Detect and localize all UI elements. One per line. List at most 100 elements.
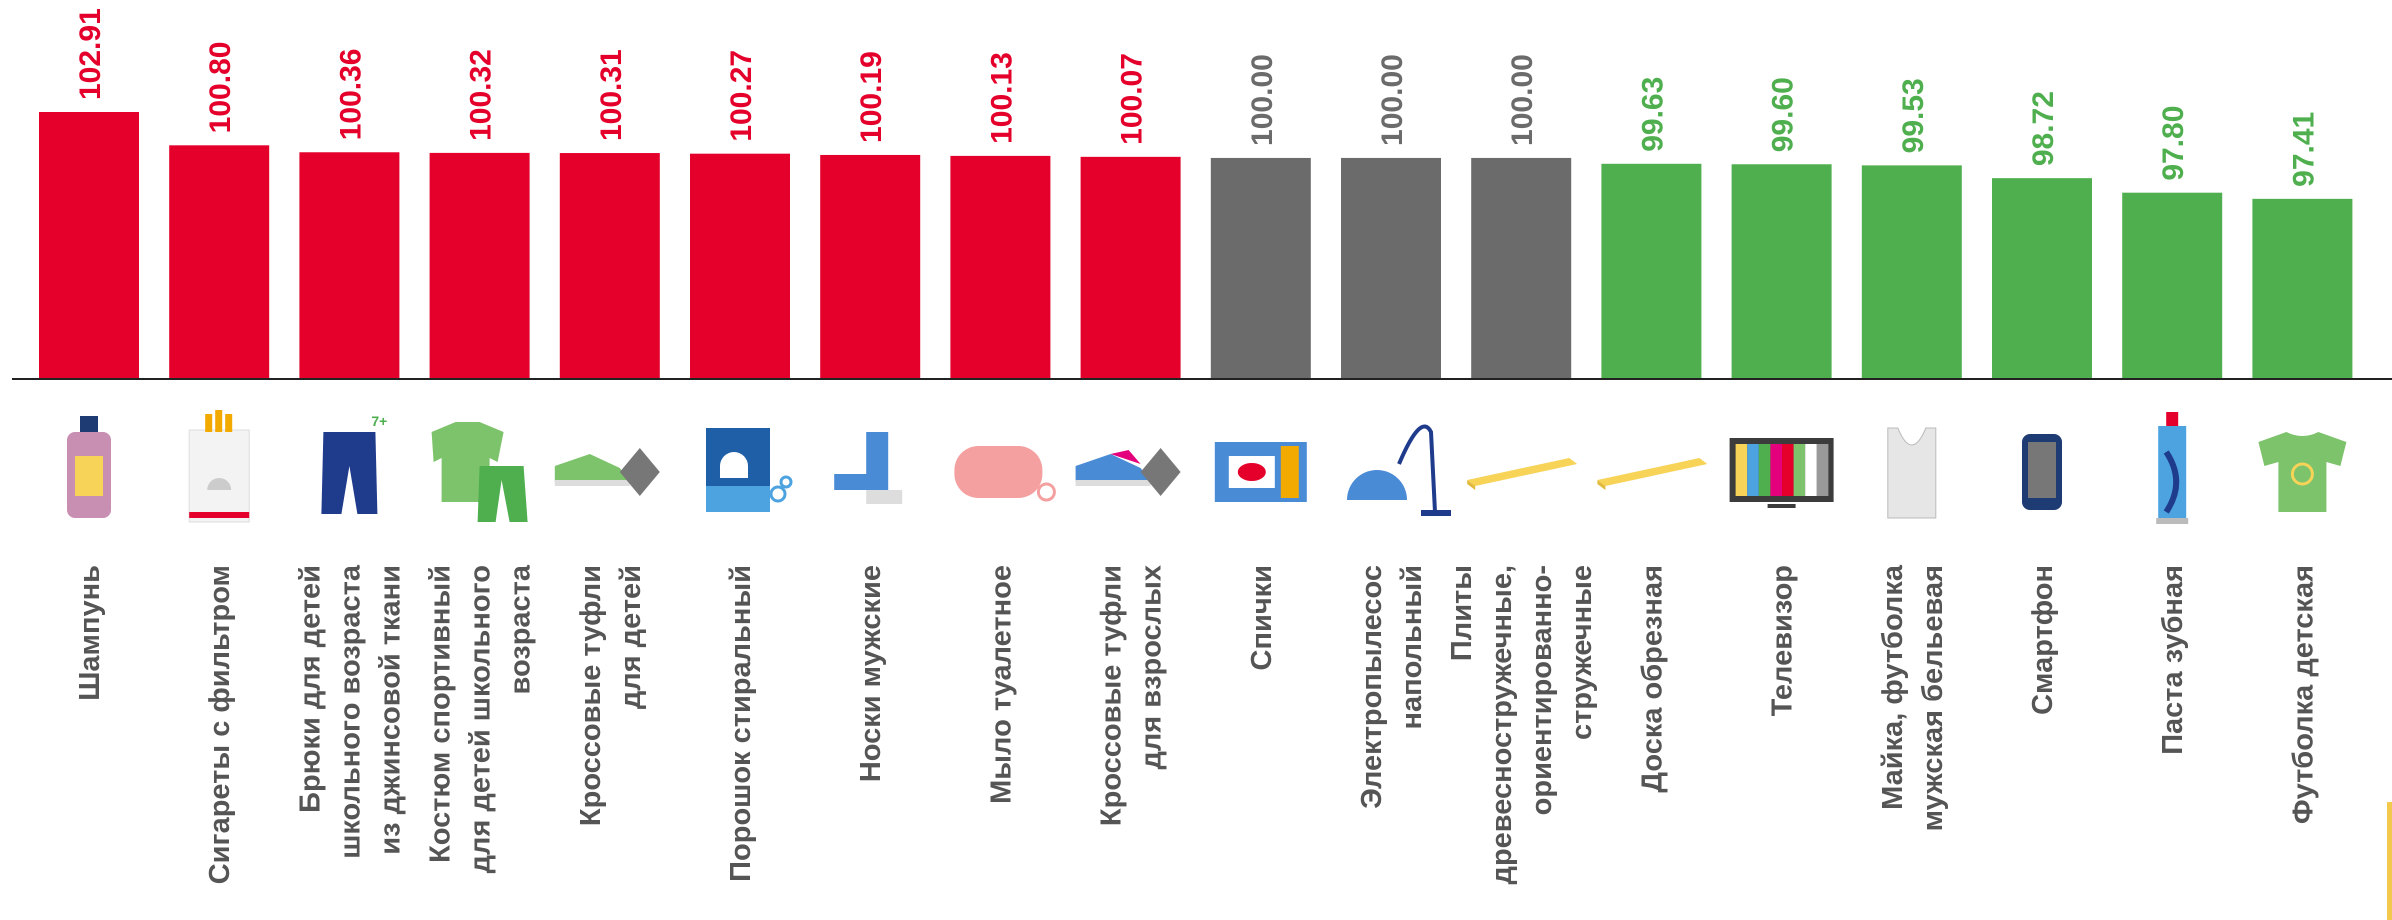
bar-3	[299, 152, 400, 379]
tracksuit-icon	[431, 422, 528, 522]
toothpaste-icon	[2156, 412, 2189, 524]
bar-10	[1210, 157, 1311, 379]
plank-icon	[1597, 458, 1708, 490]
category-label-line: Смартфон	[2027, 565, 2059, 715]
bar-7	[820, 154, 921, 379]
category-label-4: Костюм спортивный для детей школьного возр…	[425, 564, 537, 873]
category-label-18: Футболка детская	[2287, 565, 2319, 824]
category-label-line: Футболка детская	[2287, 565, 2319, 824]
value-label-17: 97.80	[2157, 106, 2190, 181]
category-label-10: Спички	[1246, 565, 1278, 670]
value-label-15: 99.53	[1897, 78, 1930, 153]
category-label-8: Мыло туалетное	[985, 565, 1017, 804]
category-label-line: Мыло туалетное	[985, 565, 1017, 804]
category-label-line: Плиты	[1446, 565, 1478, 661]
category-labels-layer: Шампунь Сигареты с фильтром Брюки для дете…	[74, 564, 2319, 884]
value-label-9: 100.07	[1116, 53, 1149, 145]
category-label-line: Спички	[1246, 565, 1278, 670]
category-label-line: Паста зубная	[2157, 565, 2189, 755]
category-label-line: Майка, футболка	[1877, 564, 1909, 810]
category-label-line: древесностружечные,	[1486, 565, 1518, 884]
category-label-line: Телевизор	[1767, 565, 1799, 716]
kids-tshirt-icon	[2258, 432, 2347, 512]
category-label-line: стружечные	[1566, 565, 1598, 740]
sneakers-kids-icon	[554, 448, 660, 496]
bar-18	[2252, 198, 2353, 379]
value-label-18: 97.41	[2287, 112, 2320, 187]
category-label-9: Кроссовые туфли для взрослых	[1096, 565, 1168, 826]
value-label-8: 100.13	[985, 52, 1018, 144]
bar-15	[1861, 165, 1962, 379]
bar-12	[1471, 157, 1572, 379]
bar-9	[1080, 156, 1181, 379]
vacuum-cleaner-icon	[1347, 424, 1451, 516]
jeans-icon: 7+	[321, 413, 387, 514]
category-label-line: для взрослых	[1136, 565, 1168, 770]
sock-icon	[834, 432, 903, 504]
cigarettes-icon	[188, 410, 250, 523]
matches-icon	[1214, 442, 1307, 502]
category-label-line: Электропылесос	[1356, 565, 1388, 809]
bar-13	[1601, 163, 1702, 379]
washing-powder-icon	[706, 428, 793, 512]
category-label-line: из джинсовой ткани	[374, 565, 406, 855]
bar-5	[559, 153, 660, 379]
value-label-11: 100.00	[1376, 54, 1409, 146]
category-label-12: Плиты древесностружечные, ориентированно-с…	[1446, 565, 1598, 884]
category-label-3: Брюки для детей школьного возраста из джин…	[294, 564, 406, 859]
bar-2	[169, 145, 270, 379]
value-label-5: 100.31	[595, 49, 628, 141]
value-label-12: 100.00	[1506, 54, 1539, 146]
category-label-line: мужская бельевая	[1917, 565, 1949, 831]
category-label-line: Доска обрезная	[1636, 565, 1668, 793]
category-label-2: Сигареты с фильтром	[204, 565, 236, 884]
smartphone-icon	[2022, 434, 2062, 510]
category-label-line: Порошок стиральный	[725, 565, 757, 882]
value-label-10: 100.00	[1246, 54, 1279, 146]
bar-14	[1731, 164, 1832, 379]
tank-top-icon	[1887, 427, 1937, 519]
sneakers-adult-icon	[1075, 448, 1181, 496]
value-label-3: 100.36	[334, 48, 367, 140]
category-label-line: напольный	[1396, 565, 1428, 730]
category-label-line: Шампунь	[74, 565, 106, 701]
category-label-15: Майка, футболка мужская бельевая	[1877, 564, 1949, 831]
category-label-line: Носки мужские	[855, 565, 887, 782]
category-label-line: Кроссовые туфли	[1096, 565, 1128, 826]
bar-4	[429, 152, 530, 379]
category-label-1: Шампунь	[74, 565, 106, 701]
category-label-line: Костюм спортивный	[425, 565, 457, 863]
category-label-line: для детей школьного	[465, 565, 497, 873]
category-label-14: Телевизор	[1767, 565, 1799, 716]
category-label-line: Сигареты с фильтром	[204, 565, 236, 884]
category-label-11: Электропылесос напольный	[1356, 565, 1428, 809]
category-label-line: Кроссовые туфли	[575, 565, 607, 826]
soap-icon	[954, 446, 1056, 502]
category-label-16: Смартфон	[2027, 565, 2059, 715]
category-label-6: Порошок стиральный	[725, 565, 757, 882]
category-label-line: ориентированно-	[1526, 565, 1558, 815]
bar-16	[1992, 178, 2092, 379]
svg-text:7+: 7+	[371, 413, 387, 429]
value-label-2: 100.80	[204, 42, 237, 134]
value-label-7: 100.19	[855, 51, 888, 143]
value-label-16: 98.72	[2027, 91, 2060, 166]
corner-accent	[2387, 802, 2392, 920]
bars-layer	[39, 112, 2353, 379]
value-label-4: 100.32	[465, 49, 498, 141]
category-label-line: школьного возраста	[334, 564, 366, 859]
bar-6	[690, 153, 790, 379]
category-label-7: Носки мужские	[855, 565, 887, 782]
category-label-5: Кроссовые туфли для детей	[575, 565, 647, 826]
value-label-14: 99.60	[1767, 77, 1800, 152]
category-label-line: Брюки для детей	[294, 565, 326, 813]
value-label-6: 100.27	[725, 50, 758, 142]
category-label-13: Доска обрезная	[1636, 565, 1668, 793]
value-labels-layer: 102.91 100.80 100.36 100.32 100.31 100.27 100.…	[74, 8, 2320, 187]
value-label-13: 99.63	[1636, 77, 1669, 152]
icons-layer: 7+	[67, 410, 2347, 524]
bar-1	[39, 112, 139, 379]
bar-17	[2122, 192, 2223, 379]
category-label-17: Паста зубная	[2157, 565, 2189, 755]
